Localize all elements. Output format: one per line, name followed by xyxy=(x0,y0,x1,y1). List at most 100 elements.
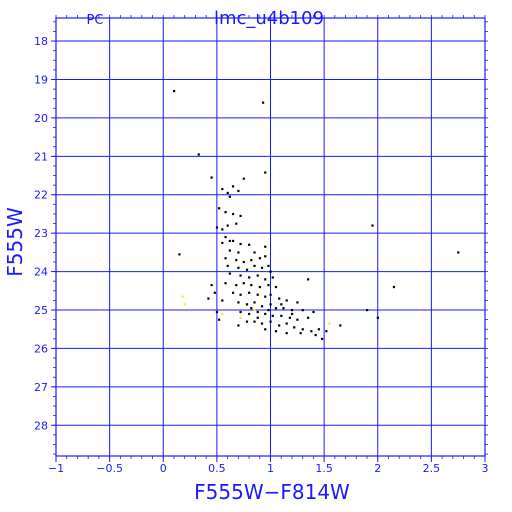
data-point xyxy=(218,207,221,210)
data-point xyxy=(210,284,213,287)
data-point xyxy=(228,249,231,252)
data-point xyxy=(250,259,253,262)
data-point xyxy=(245,268,249,271)
y-tick-label: 24 xyxy=(34,266,48,279)
data-point xyxy=(261,101,265,104)
data-point xyxy=(245,303,249,306)
data-point xyxy=(228,195,231,198)
data-point xyxy=(250,307,253,310)
data-point xyxy=(224,211,227,214)
y-tick-label: 28 xyxy=(34,419,48,432)
data-point xyxy=(215,226,219,229)
data-point xyxy=(293,326,296,329)
corner-label: PC xyxy=(87,13,104,28)
data-point xyxy=(256,274,259,277)
data-point xyxy=(237,301,240,304)
x-tick-label: 2.5 xyxy=(423,462,441,475)
y-tick-label: 23 xyxy=(34,227,48,240)
data-point xyxy=(235,284,238,287)
data-point xyxy=(264,171,267,174)
data-point xyxy=(267,309,270,312)
data-point xyxy=(218,318,221,321)
data-point xyxy=(239,310,242,314)
data-point xyxy=(221,312,224,316)
data-point xyxy=(264,312,267,316)
data-point xyxy=(231,291,235,294)
data-point xyxy=(239,316,242,319)
data-point xyxy=(260,322,264,325)
data-point xyxy=(320,337,324,341)
data-point xyxy=(280,303,283,306)
data-point xyxy=(274,285,278,289)
data-point xyxy=(237,266,240,269)
data-point xyxy=(314,333,317,337)
data-point xyxy=(226,224,229,227)
data-point xyxy=(264,328,267,331)
y-tick-label: 21 xyxy=(34,150,48,163)
data-point xyxy=(264,255,267,258)
data-point xyxy=(290,309,294,312)
data-point xyxy=(239,274,242,277)
chart-title: lmc_u4b109 xyxy=(214,8,324,29)
data-point xyxy=(239,242,242,246)
data-point xyxy=(237,324,240,327)
x-tick-label: −0.5 xyxy=(96,462,123,475)
data-point xyxy=(264,295,267,298)
data-point xyxy=(231,212,235,216)
data-point xyxy=(221,187,224,191)
data-point xyxy=(197,153,200,156)
x-tick-label: 0 xyxy=(160,462,167,475)
data-point xyxy=(253,320,256,323)
data-point xyxy=(299,332,302,335)
data-point xyxy=(267,264,270,268)
data-point xyxy=(282,307,285,310)
y-tick-label: 25 xyxy=(34,304,48,317)
data-point xyxy=(215,310,219,314)
data-point xyxy=(207,297,210,300)
data-point xyxy=(248,312,251,316)
data-point xyxy=(245,320,249,323)
data-point xyxy=(274,307,278,310)
data-point xyxy=(221,241,224,244)
data-point xyxy=(228,239,231,243)
data-point xyxy=(210,176,213,179)
data-point xyxy=(328,322,331,325)
data-point xyxy=(239,214,242,218)
data-point xyxy=(301,328,304,331)
y-tick-label: 19 xyxy=(34,73,48,86)
data-point xyxy=(366,309,369,312)
data-point xyxy=(278,324,281,327)
data-point xyxy=(310,330,313,333)
data-point xyxy=(371,224,374,227)
data-point xyxy=(228,272,231,275)
y-tick-label: 27 xyxy=(34,381,48,394)
y-tick-label: 22 xyxy=(34,189,48,202)
y-tick-label: 20 xyxy=(34,112,48,125)
data-point xyxy=(172,90,176,93)
data-point xyxy=(285,299,288,302)
data-point xyxy=(317,328,320,331)
x-tick-label: 1.5 xyxy=(315,462,333,475)
data-point xyxy=(274,330,278,333)
x-tick-label: −1 xyxy=(48,462,64,475)
x-tick-label: 2 xyxy=(374,462,381,475)
data-point xyxy=(267,284,270,287)
data-point xyxy=(242,260,245,264)
y-tick-label: 26 xyxy=(34,342,48,355)
data-point xyxy=(285,322,288,325)
data-point xyxy=(253,264,256,268)
data-point xyxy=(237,189,240,193)
data-point xyxy=(235,259,238,262)
data-point xyxy=(248,276,251,279)
x-tick-label: 3 xyxy=(482,462,489,475)
data-point xyxy=(224,236,227,239)
data-point xyxy=(271,276,274,279)
data-point xyxy=(253,251,256,254)
data-point xyxy=(307,278,310,281)
data-point xyxy=(221,299,224,302)
data-point xyxy=(231,185,235,188)
data-point xyxy=(307,316,310,319)
data-point xyxy=(242,177,245,180)
